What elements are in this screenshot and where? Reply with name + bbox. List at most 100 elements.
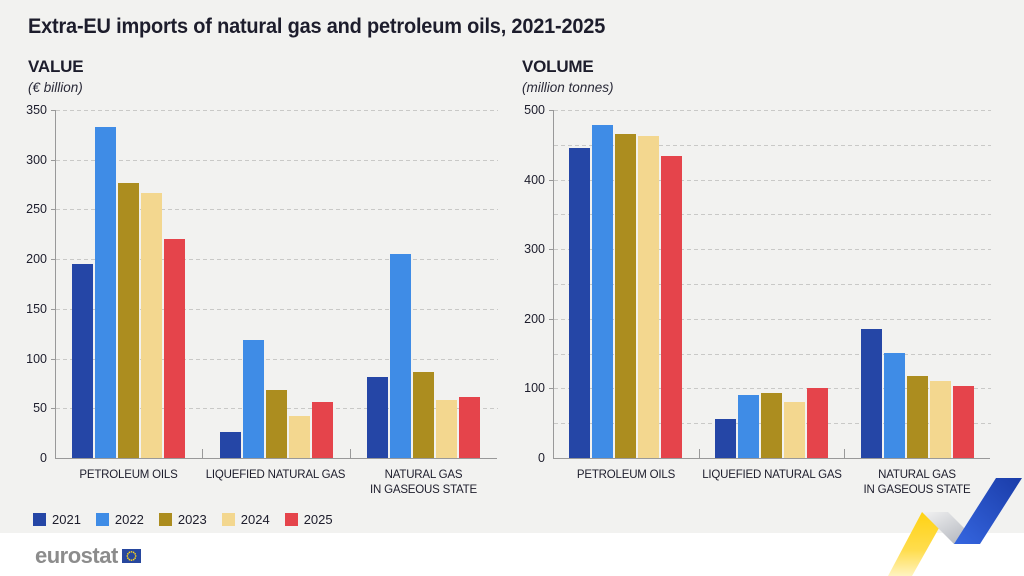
bar-2021-liquefied-natural-gas [220,432,241,458]
bar-2022-petroleum-oils [95,127,116,458]
legend-label: 2025 [303,512,333,527]
y-tick-label: 50 [33,401,47,416]
value-chart: VALUE (€ billion) 0 50 100 150 200 250 300 350 P… [25,55,510,520]
legend-swatch-2024 [221,513,235,526]
y-tick-label: 0 [40,451,47,465]
bar-2025-liquefied-natural-gas [807,388,828,458]
y-axis-tick [51,408,55,410]
eurostat-logo: eurostat [35,545,141,567]
y-axis-line [553,110,554,458]
bar-2025-petroleum-oils [661,156,682,458]
y-axis-line [55,110,56,458]
legend-item-2025: 2025 [284,512,333,527]
eu-flag-icon [121,549,141,563]
y-tick-label: 100 [26,351,47,366]
volume-chart-heading: VOLUME [522,57,594,76]
bar-2025-petroleum-oils [164,239,185,458]
gridline [554,179,991,181]
y-tick-label: 300 [26,152,47,167]
legend-item-2022: 2022 [95,512,144,527]
y-axis-tick [549,388,553,390]
y-axis-tick [549,249,553,251]
category-label: PETROLEUM OILS [576,469,676,481]
gridline [56,159,498,161]
bar-2025-natural-gas [459,397,480,458]
bar-2023-natural-gas [413,372,434,458]
category-label: LIQUEFIED NATURAL GAS [205,469,346,481]
gridline [56,358,498,360]
y-axis-tick [51,259,55,261]
bar-2024-natural-gas [436,400,457,458]
bar-2024-petroleum-oils [638,136,659,458]
volume-chart-unit: (million tonnes) [522,80,614,95]
category-label: NATURAL GAS IN GASEOUS STATE [863,469,971,496]
value-chart-unit: (€ billion) [28,80,83,95]
gridline [554,284,991,285]
bar-2023-petroleum-oils [118,183,139,458]
y-axis-tick [51,159,55,161]
bar-2021-natural-gas [861,329,882,458]
legend: 2021 2022 2023 2024 2025 [33,512,333,527]
category-label: PETROLEUM OILS [79,469,178,481]
eurostat-logo-text: eurostat [35,543,118,568]
ribbon-decoration [888,478,1022,576]
legend-swatch-2023 [158,513,172,526]
x-axis-tick [699,449,700,458]
category-label: LIQUEFIED NATURAL GAS [702,469,842,481]
y-tick-label: 200 [26,252,47,267]
x-axis-line [55,458,497,459]
gridline [56,259,498,261]
y-axis-tick [549,179,553,181]
bar-2022-liquefied-natural-gas [243,340,264,458]
gridline [554,318,991,320]
y-tick-label: 150 [26,301,47,316]
y-tick-label: 0 [538,451,545,465]
bar-2023-natural-gas [907,376,928,458]
volume-chart: VOLUME (million tonnes) 0 100 200 300 400 500… [520,55,1015,520]
gridline [554,110,991,111]
legend-label: 2022 [114,512,144,527]
bar-2022-natural-gas [390,254,411,458]
bar-2021-petroleum-oils [72,264,93,458]
legend-swatch-2021 [33,513,46,526]
x-axis-tick [202,449,203,458]
y-tick-label: 400 [524,172,545,187]
bar-2024-liquefied-natural-gas [784,402,805,458]
ribbon-yellow-band [888,512,948,576]
legend-item-2023: 2023 [158,512,207,527]
value-chart-heading: VALUE [28,57,84,76]
ribbon-blue-band [954,478,1022,544]
y-tick-label: 100 [524,381,545,396]
x-axis-line [553,458,990,459]
y-axis-tick [51,358,55,360]
y-tick-label: 350 [26,103,47,117]
legend-label: 2021 [52,512,81,527]
category-label: NATURAL GAS IN GASEOUS STATE [370,469,477,496]
bar-2023-liquefied-natural-gas [266,390,287,458]
bar-2021-petroleum-oils [569,148,590,458]
gridline [56,110,498,111]
bar-2021-natural-gas [367,377,388,458]
bar-2024-liquefied-natural-gas [289,416,310,458]
legend-item-2024: 2024 [221,512,270,527]
legend-label: 2023 [177,512,207,527]
legend-item-2021: 2021 [33,512,81,527]
bar-2025-liquefied-natural-gas [312,402,333,458]
y-axis-tick [51,308,55,310]
bar-2022-natural-gas [884,353,905,458]
gridline [56,308,498,310]
y-tick-label: 250 [26,202,47,217]
y-tick-label: 500 [524,103,545,117]
y-axis-tick [51,110,55,111]
gridline [56,209,498,211]
gridline [554,388,991,390]
bar-2022-petroleum-oils [592,125,613,458]
x-axis-tick [350,449,351,458]
y-tick-label: 200 [524,311,545,326]
y-tick-label: 300 [524,242,545,257]
bar-2025-natural-gas [953,386,974,458]
legend-swatch-2022 [95,513,109,526]
y-axis-tick [51,209,55,211]
bar-2024-petroleum-oils [141,193,162,458]
gridline [554,214,991,216]
